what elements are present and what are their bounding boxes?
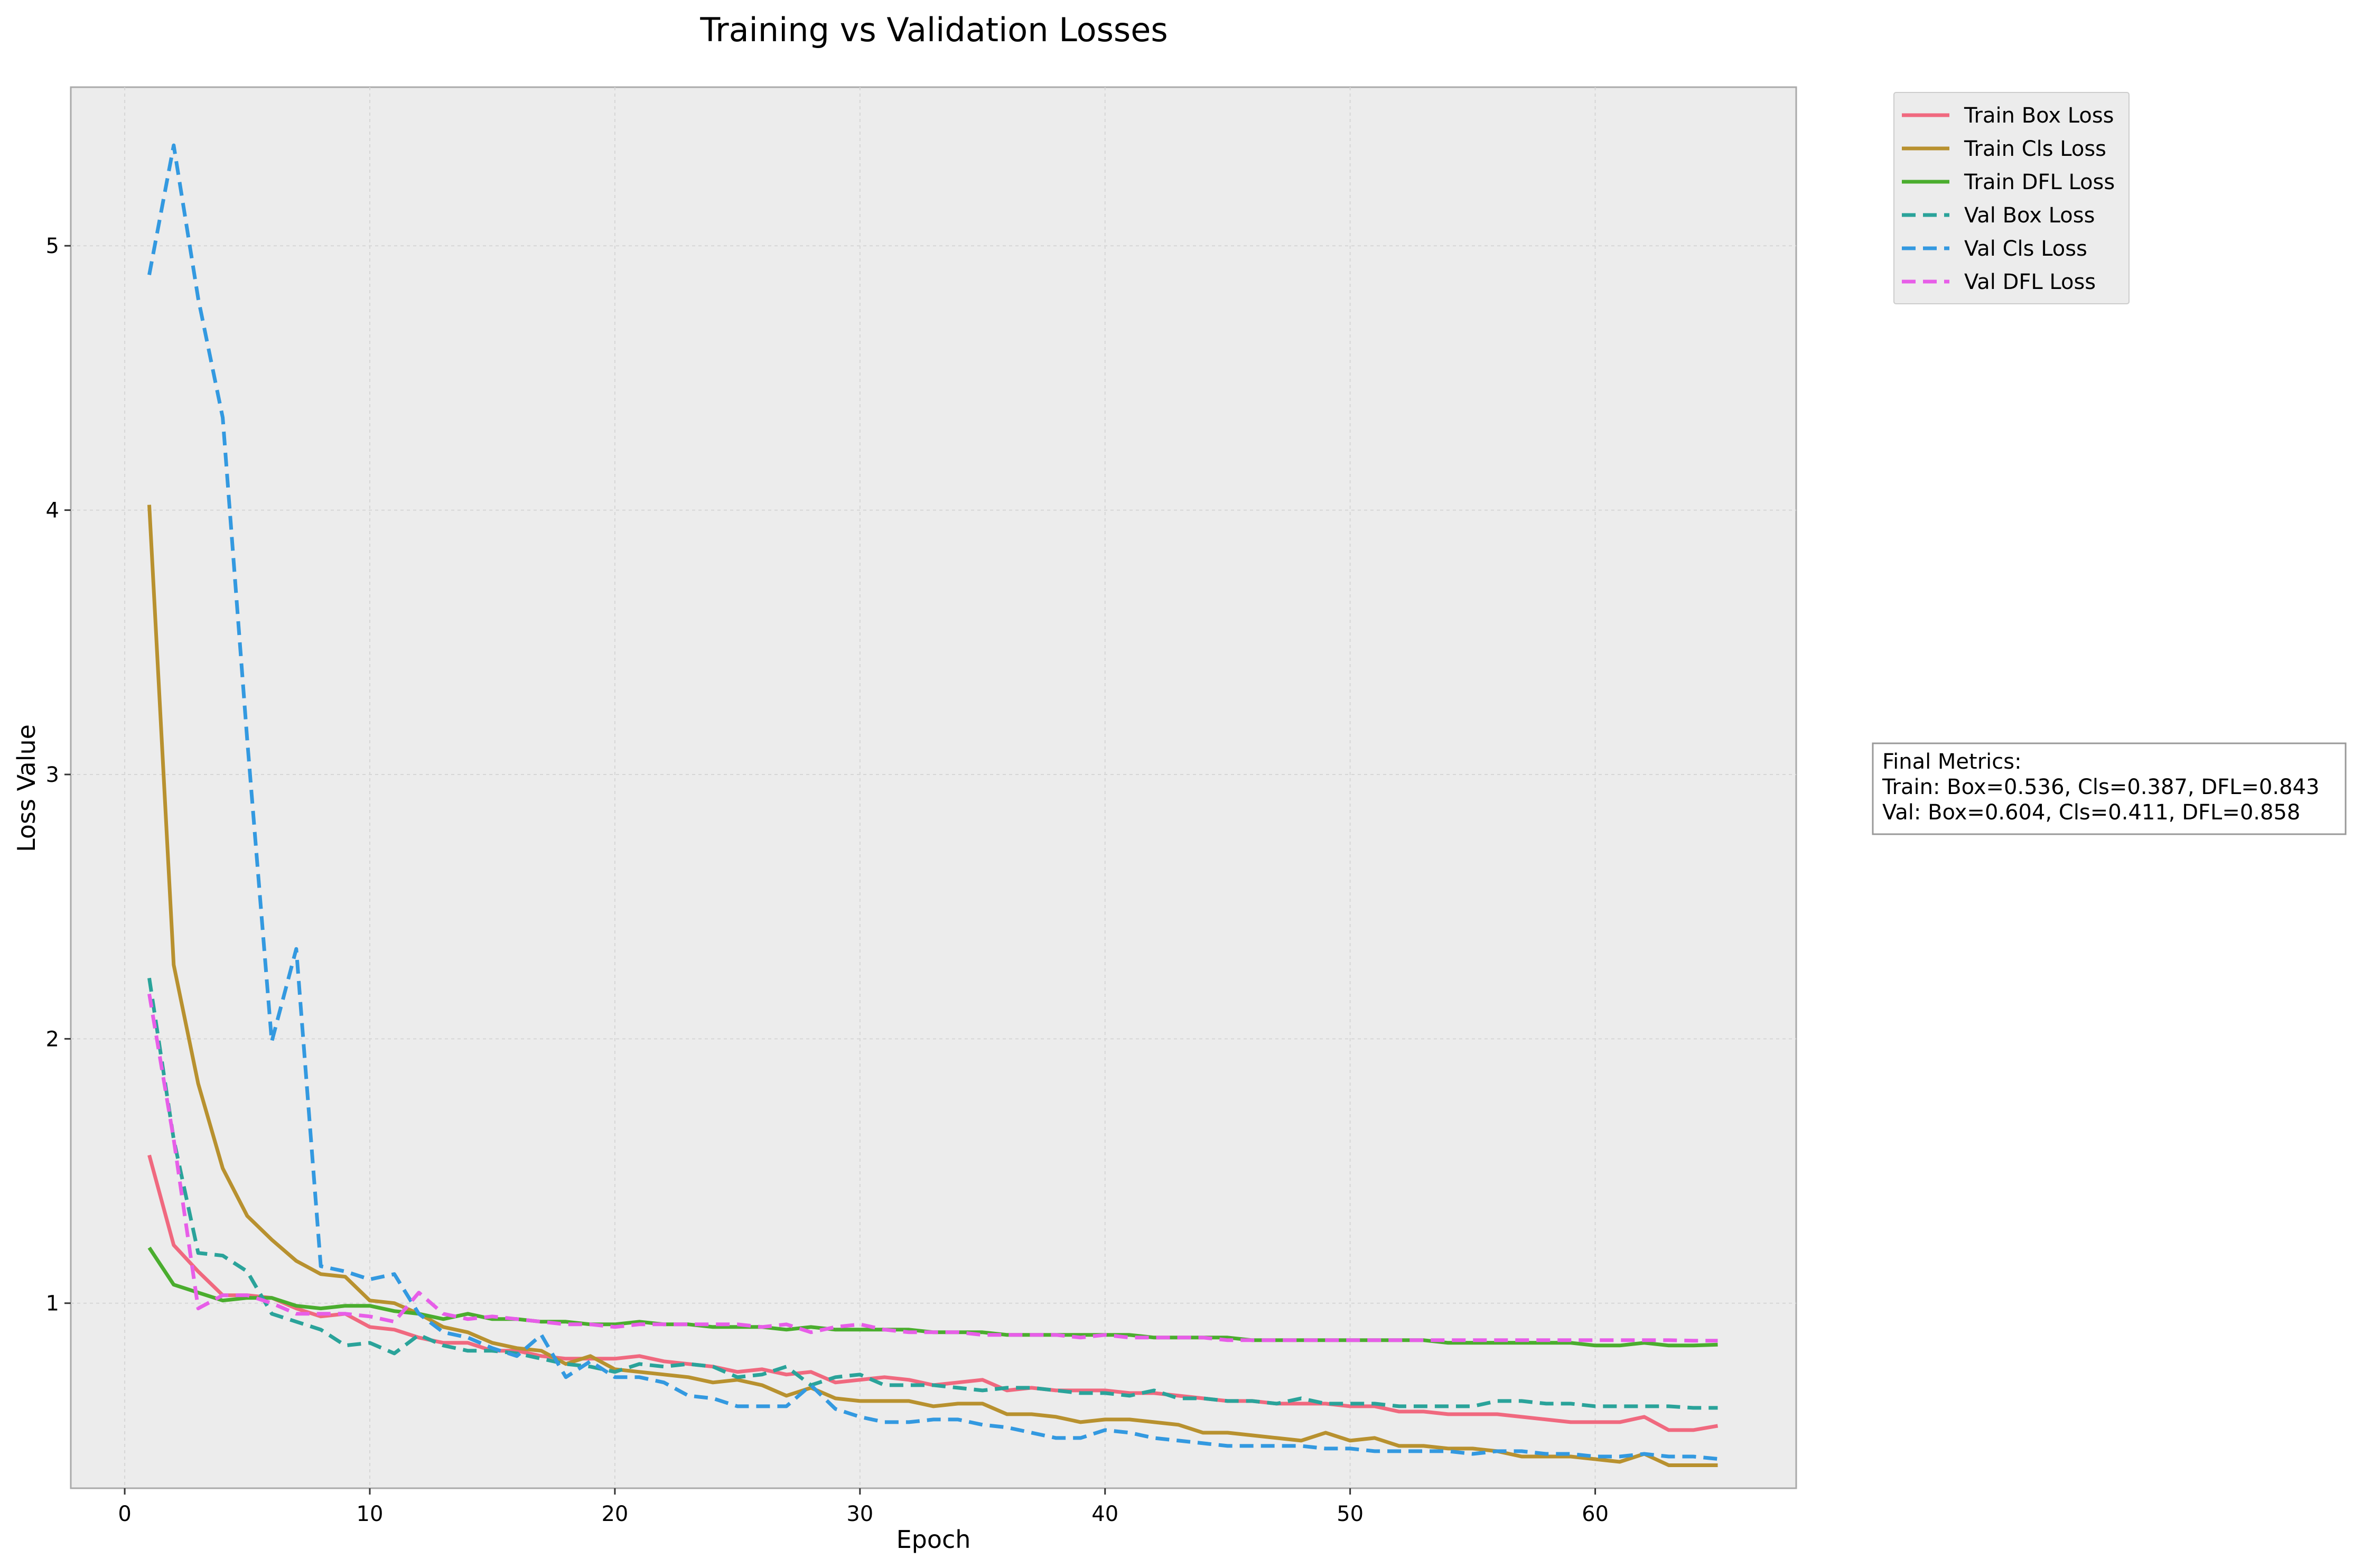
final-metrics-box: Final Metrics: Train: Box=0.536, Cls=0.3… [1872,742,2347,835]
legend: Train Box Loss Train Cls Loss Train DFL Lo… [1893,92,2130,304]
legend-label: Val Box Loss [1964,203,2095,228]
series-lines [147,143,1719,1467]
series-line-val-dfl-loss [147,993,1718,1343]
x-tick-label: 40 [1091,1502,1118,1526]
y-tick-label: 3 [46,763,59,787]
metrics-frame [1872,742,2347,835]
metrics-val: Val: Box=0.604, Cls=0.411, DFL=0.858 [1882,800,2300,825]
x-tick-label: 30 [846,1502,873,1526]
legend-label: Train Box Loss [1964,104,2114,128]
x-tick-label: 50 [1337,1502,1364,1526]
axis-ticks: 0 10 20 30 40 50 60 1 2 3 4 5 [46,234,1609,1526]
chart-title: Training vs Validation Losses [699,11,1168,49]
y-tick-label: 1 [46,1292,59,1316]
series-line-val-box-loss [147,977,1718,1410]
x-tick-label: 60 [1582,1502,1609,1526]
legend-label: Train DFL Loss [1964,170,2115,194]
plot-area [70,86,1797,1489]
metrics-heading: Final Metrics: [1882,750,2022,774]
series-line-val-cls-loss [147,143,1718,1461]
y-axis-label: Loss Value [12,724,41,852]
x-tick-label: 0 [118,1502,131,1526]
metrics-train: Train: Box=0.536, Cls=0.387, DFL=0.843 [1882,775,2319,799]
legend-frame [1893,92,2130,304]
y-tick-label: 2 [46,1027,59,1051]
legend-label: Val DFL Loss [1964,270,2096,294]
x-tick-label: 20 [601,1502,628,1526]
x-tick-label: 10 [357,1502,384,1526]
series-line-train-cls-loss [147,505,1718,1467]
y-tick-label: 4 [46,499,59,523]
legend-label: Train Cls Loss [1964,137,2106,161]
y-tick-label: 5 [46,234,59,258]
legend-label: Val Cls Loss [1964,237,2087,261]
x-axis-label: Epoch [897,1525,971,1554]
grid [71,87,1796,1488]
